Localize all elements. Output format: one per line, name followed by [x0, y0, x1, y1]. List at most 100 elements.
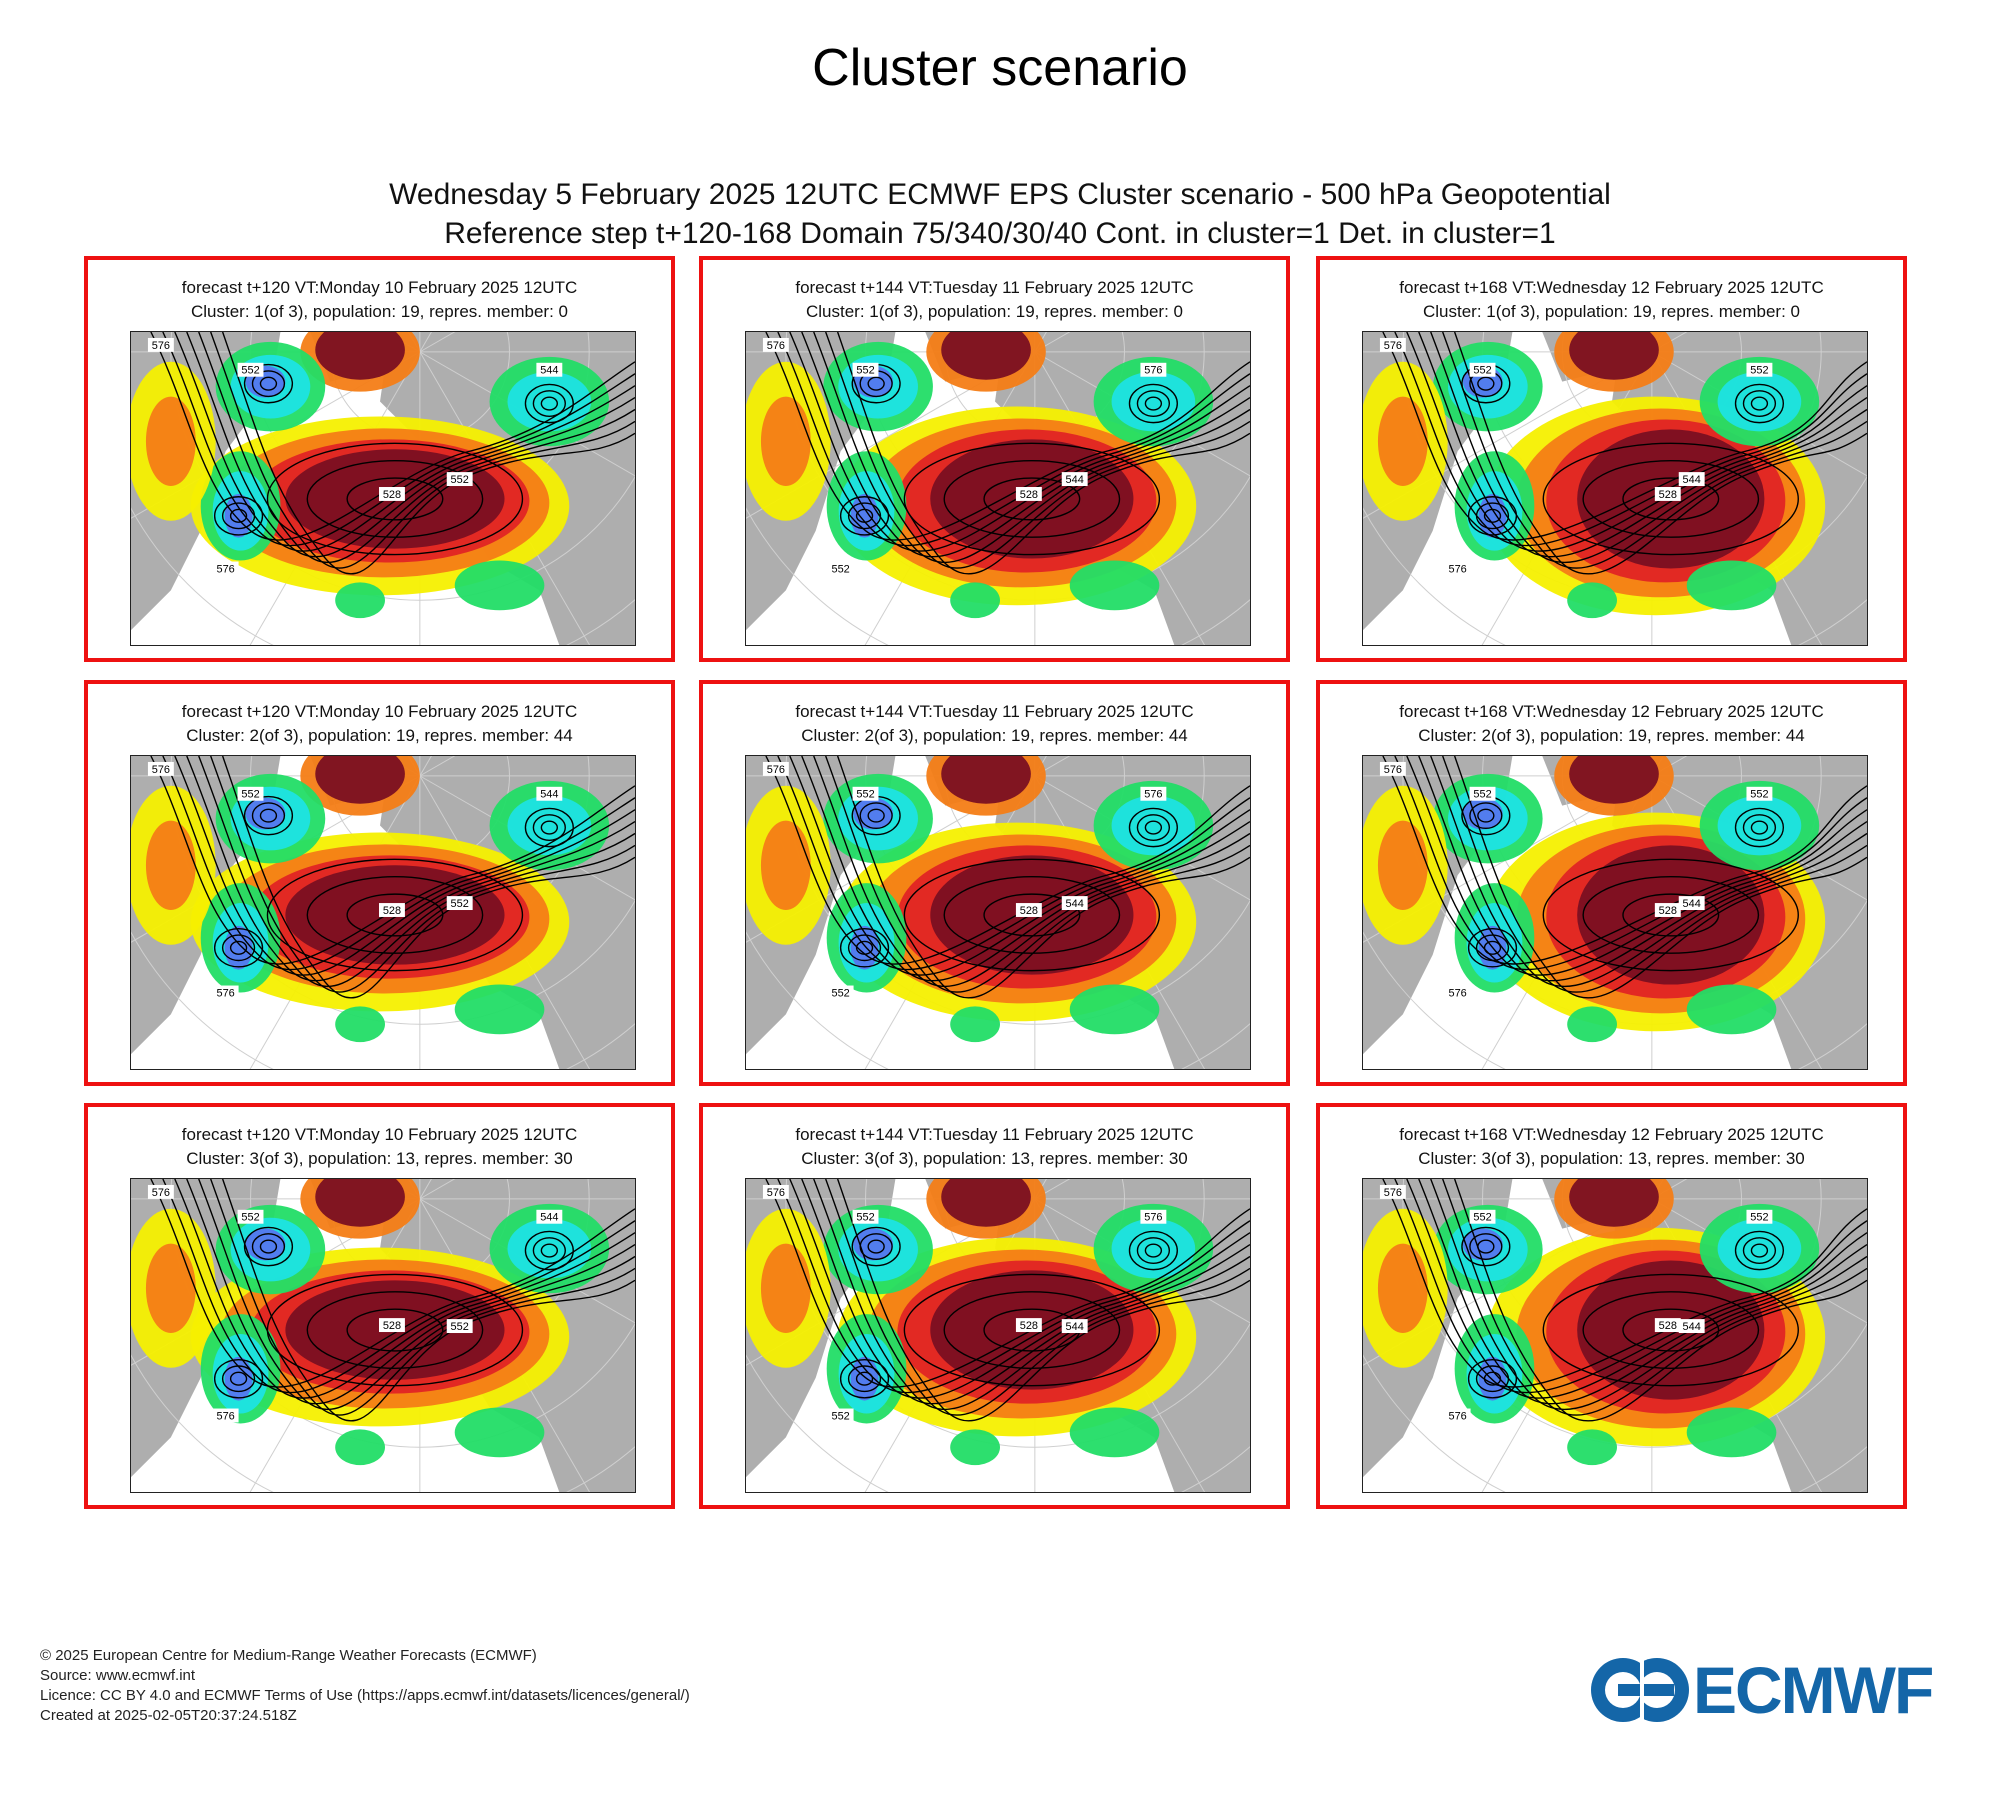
contour-label: 528 — [1654, 1318, 1681, 1332]
svg-text:528: 528 — [383, 905, 401, 917]
svg-text:528: 528 — [383, 489, 401, 501]
svg-text:552: 552 — [856, 365, 874, 377]
anomaly-shading — [1569, 1179, 1659, 1227]
svg-text:552: 552 — [451, 474, 469, 486]
svg-text:528: 528 — [383, 1320, 401, 1332]
contour-label: 576 — [762, 761, 789, 776]
cluster-panel: forecast t+120 VT:Monday 10 February 202… — [84, 1103, 675, 1509]
anomaly-shading — [335, 1429, 385, 1466]
anomaly-shading — [760, 1243, 811, 1334]
contour-label: 552 — [1469, 1209, 1496, 1224]
panel-header: forecast t+144 VT:Tuesday 11 February 20… — [703, 276, 1286, 324]
footer-copyright: © 2025 European Centre for Medium-Range … — [40, 1647, 537, 1664]
anomaly-shading — [145, 1243, 196, 1334]
svg-text:552: 552 — [1473, 789, 1491, 801]
svg-text:576: 576 — [1448, 987, 1466, 999]
panel-cluster-label: Cluster: 3(of 3), population: 13, repres… — [801, 1149, 1188, 1168]
svg-text:552: 552 — [451, 1321, 469, 1333]
anomaly-shading — [224, 1356, 253, 1401]
panel-cluster-label: Cluster: 3(of 3), population: 13, repres… — [1418, 1149, 1805, 1168]
anomaly-shading — [245, 797, 286, 830]
anomaly-shading — [1569, 756, 1659, 804]
geopotential-contours — [1382, 332, 1867, 575]
contour-label: 552 — [827, 561, 854, 575]
anomaly-shading — [1111, 795, 1196, 856]
anomaly-shading — [760, 396, 811, 487]
contour-label: 528 — [1015, 487, 1042, 501]
svg-text:552: 552 — [241, 1212, 259, 1224]
ecmwf-logo: ECMWF — [1588, 1655, 1968, 1725]
anomaly-shading — [1377, 1243, 1428, 1334]
anomaly-shading — [1377, 396, 1428, 487]
anomaly-shading — [454, 984, 545, 1035]
chart-subtitle-line2: Reference step t+120-168 Domain 75/340/3… — [444, 217, 1556, 250]
svg-text:576: 576 — [216, 1410, 234, 1422]
geopotential-contours — [150, 332, 635, 575]
contour-label: 552 — [1469, 362, 1496, 377]
contour-label: 544 — [1061, 896, 1088, 910]
svg-text:544: 544 — [540, 1212, 558, 1224]
contour-label: 544 — [1678, 1319, 1705, 1333]
panel-header: forecast t+120 VT:Monday 10 February 202… — [88, 700, 671, 748]
svg-text:576: 576 — [1144, 789, 1162, 801]
panel-forecast-label: forecast t+120 VT:Monday 10 February 202… — [181, 278, 578, 297]
contour-label: 544 — [1678, 472, 1705, 486]
contour-label: 576 — [212, 985, 239, 999]
contour-label: 576 — [212, 1408, 239, 1422]
footer: © 2025 European Centre for Medium-Range … — [40, 1646, 690, 1726]
anomaly-shading — [1111, 1218, 1196, 1279]
geopotential-contours — [150, 1179, 635, 1422]
anomaly-shading — [1717, 795, 1802, 856]
anomaly-shading — [1377, 820, 1428, 911]
footer-created: Created at 2025-02-05T20:37:24.518Z — [40, 1707, 297, 1724]
contour-label: 552 — [852, 786, 879, 801]
anomaly-shading — [245, 1228, 286, 1261]
contour-label: 576 — [147, 337, 174, 352]
svg-text:576: 576 — [1448, 1410, 1466, 1422]
panel-header: forecast t+144 VT:Tuesday 11 February 20… — [703, 1123, 1286, 1171]
chart-subtitle-line1: Wednesday 5 February 2025 12UTC ECMWF EP… — [389, 178, 1611, 211]
contour-label: 528 — [1654, 487, 1681, 501]
panel-header: forecast t+168 VT:Wednesday 12 February … — [1320, 1123, 1903, 1171]
geopotential-contours — [150, 756, 635, 999]
svg-text:528: 528 — [1659, 489, 1677, 501]
anomaly-shading — [454, 1407, 545, 1458]
contour-label: 544 — [1061, 1319, 1088, 1333]
panel-forecast-label: forecast t+144 VT:Tuesday 11 February 20… — [795, 278, 1194, 297]
svg-text:544: 544 — [1066, 898, 1084, 910]
anomaly-shading — [1717, 371, 1802, 432]
svg-text:552: 552 — [856, 789, 874, 801]
svg-text:576: 576 — [152, 1187, 170, 1199]
contour-label: 544 — [536, 786, 563, 801]
panel-cluster-label: Cluster: 2(of 3), population: 19, repres… — [1418, 726, 1805, 745]
page-title: Cluster scenario — [812, 39, 1188, 97]
panel-cluster-label: Cluster: 3(of 3), population: 13, repres… — [186, 1149, 573, 1168]
cluster-panel: forecast t+144 VT:Tuesday 11 February 20… — [699, 680, 1290, 1086]
contour-label: 552 — [237, 362, 264, 377]
panel-forecast-label: forecast t+120 VT:Monday 10 February 202… — [181, 702, 578, 721]
anomaly-shading — [853, 797, 894, 830]
contour-label: 576 — [1379, 1184, 1406, 1199]
svg-text:552: 552 — [831, 1410, 849, 1422]
ecmwf-logo-text: ECMWF — [1693, 1653, 1934, 1727]
contour-label: 528 — [379, 903, 405, 917]
svg-text:544: 544 — [540, 789, 558, 801]
svg-text:576: 576 — [152, 340, 170, 352]
panel-header: forecast t+120 VT:Monday 10 February 202… — [88, 1123, 671, 1171]
anomaly-shading — [950, 582, 1000, 619]
map-svg: 576 552 528 552 544 576 — [131, 756, 635, 1069]
anomaly-shading — [1567, 1429, 1617, 1466]
geopotential-map: 576 552 528 544 576 552 — [745, 1178, 1251, 1493]
svg-text:552: 552 — [1750, 1212, 1768, 1224]
anomaly-shading — [950, 1429, 1000, 1466]
svg-text:552: 552 — [241, 365, 259, 377]
anomaly-shading — [335, 582, 385, 619]
panel-cluster-label: Cluster: 2(of 3), population: 19, repres… — [801, 726, 1188, 745]
panel-cluster-label: Cluster: 1(of 3), population: 19, repres… — [805, 302, 1183, 321]
svg-text:576: 576 — [1448, 563, 1466, 575]
contour-label: 576 — [1444, 1408, 1471, 1422]
svg-text:544: 544 — [1683, 474, 1701, 486]
geopotential-map: 576 552 528 552 544 576 — [130, 331, 636, 646]
svg-text:552: 552 — [1473, 365, 1491, 377]
geopotential-contours — [765, 1179, 1250, 1422]
